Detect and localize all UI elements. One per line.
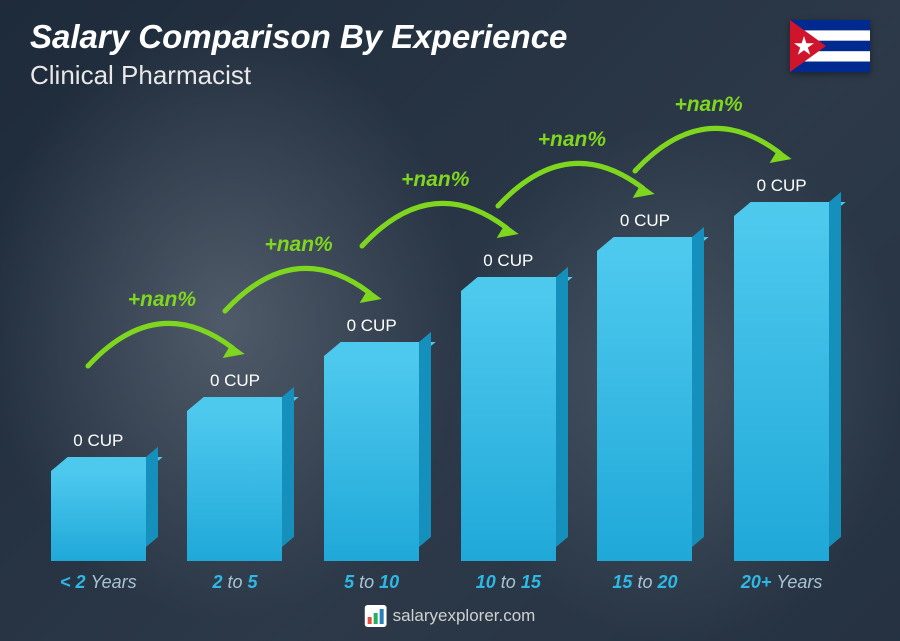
bar: 0 CUP xyxy=(461,291,556,561)
chart-title: Salary Comparison By Experience xyxy=(30,18,567,56)
bar-value: 0 CUP xyxy=(483,251,533,271)
bar-category-label: 5 to 10 xyxy=(344,572,399,593)
bar-category-label: 15 to 20 xyxy=(612,572,677,593)
bar-category-label: 20+ Years xyxy=(741,572,823,593)
bar-value: 0 CUP xyxy=(757,176,807,196)
bar-group: 0 CUP10 to 15 xyxy=(443,291,573,561)
bar-group: 0 CUP20+ Years xyxy=(717,216,847,561)
bar-group: 0 CUP5 to 10 xyxy=(307,356,437,561)
bar: 0 CUP xyxy=(51,471,146,561)
bar-group: 0 CUP15 to 20 xyxy=(580,251,710,561)
bar-value: 0 CUP xyxy=(210,371,260,391)
footer-site-name: salaryexplorer.com xyxy=(393,606,536,626)
chart-subtitle: Clinical Pharmacist xyxy=(30,60,567,91)
bar-category-label: 2 to 5 xyxy=(212,572,257,593)
country-flag-cuba xyxy=(790,20,870,72)
bar-category-label: < 2 Years xyxy=(60,572,137,593)
bar: 0 CUP xyxy=(324,356,419,561)
bars-container: 0 CUP< 2 Years0 CUP2 to 50 CUP5 to 100 C… xyxy=(30,110,850,561)
salaryexplorer-logo-icon xyxy=(365,605,387,627)
footer-attribution: salaryexplorer.com xyxy=(365,605,536,627)
bar-value: 0 CUP xyxy=(620,211,670,231)
bar-group: 0 CUP< 2 Years xyxy=(33,471,163,561)
chart-header: Salary Comparison By Experience Clinical… xyxy=(30,18,567,91)
bar: 0 CUP xyxy=(734,216,829,561)
bar: 0 CUP xyxy=(187,411,282,561)
bar-chart: 0 CUP< 2 Years0 CUP2 to 50 CUP5 to 100 C… xyxy=(30,110,850,561)
bar-value: 0 CUP xyxy=(73,431,123,451)
bar-category-label: 10 to 15 xyxy=(476,572,541,593)
bar: 0 CUP xyxy=(597,251,692,561)
bar-group: 0 CUP2 to 5 xyxy=(170,411,300,561)
bar-value: 0 CUP xyxy=(347,316,397,336)
